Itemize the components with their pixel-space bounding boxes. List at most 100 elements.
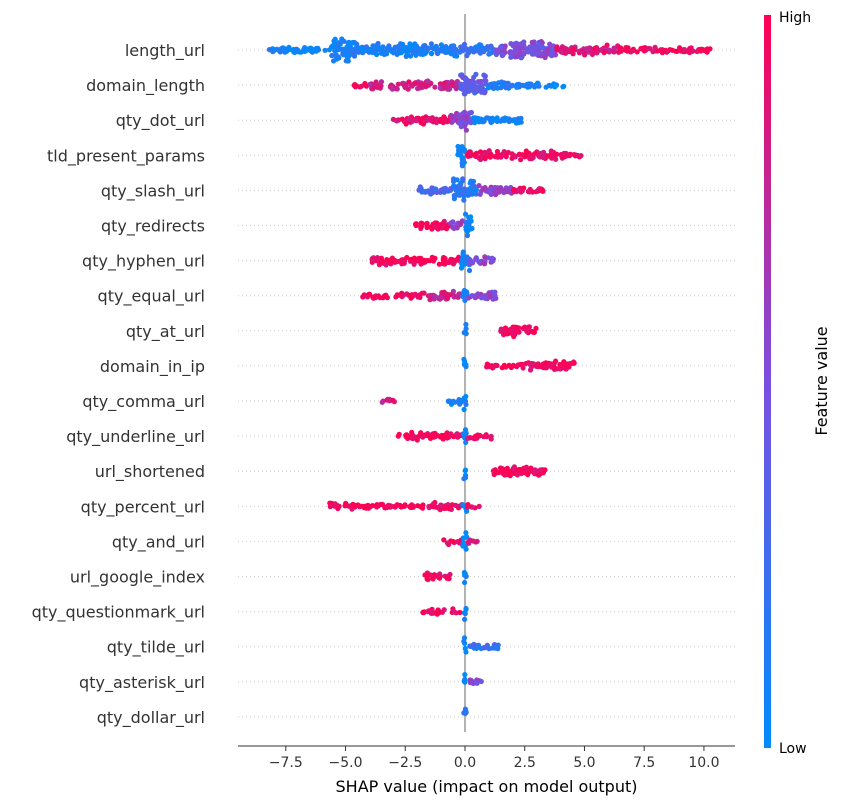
shap-point	[434, 611, 440, 617]
shap-point	[461, 41, 468, 47]
shap-point	[377, 295, 383, 301]
shap-point	[406, 116, 413, 122]
shap-point	[408, 504, 414, 510]
x-tick-label: −7.5	[269, 755, 303, 771]
shap-point	[458, 85, 464, 91]
shap-point	[465, 504, 471, 510]
shap-point	[471, 184, 477, 190]
shap-point	[435, 221, 441, 227]
shap-point	[515, 120, 522, 126]
colorbar	[764, 15, 771, 748]
shap-point	[511, 186, 517, 192]
shap-point	[469, 504, 475, 510]
shap-point	[482, 254, 488, 260]
feature-label-url-google-index: url_google_index	[70, 568, 205, 588]
shap-point	[361, 46, 367, 52]
shap-point	[452, 53, 458, 59]
shap-point	[487, 154, 493, 160]
shap-point	[486, 85, 492, 91]
shap-point	[587, 45, 593, 51]
feature-row-qty-at-url	[461, 321, 539, 340]
shap-point	[542, 54, 548, 61]
feature-label-qty-and-url: qty_and_url	[112, 532, 205, 552]
shap-point	[454, 192, 460, 198]
shap-point	[618, 48, 624, 54]
shap-point	[450, 398, 456, 404]
shap-point	[497, 186, 503, 192]
shap-point	[461, 406, 467, 413]
shap-point	[420, 609, 426, 616]
shap-point	[451, 293, 457, 299]
shap-point	[397, 46, 403, 53]
shap-point	[427, 258, 433, 264]
shap-point	[467, 226, 474, 232]
shap-point	[293, 46, 300, 52]
shap-point	[448, 46, 454, 52]
shap-point	[482, 154, 488, 161]
shap-point	[456, 147, 462, 153]
shap-point	[468, 109, 474, 116]
shap-point	[495, 47, 501, 53]
shap-point	[473, 433, 479, 439]
shap-point	[510, 363, 516, 369]
shap-point	[313, 45, 319, 52]
shap-point	[455, 143, 461, 150]
shap-point	[463, 326, 469, 332]
shap-point	[592, 45, 598, 51]
shap-point	[531, 329, 538, 335]
feature-row-qty-dollar-url	[461, 706, 469, 717]
shap-point	[418, 504, 424, 510]
shap-point	[406, 79, 412, 85]
shap-point	[462, 679, 468, 685]
shap-point	[467, 153, 474, 159]
shap-point	[340, 51, 346, 57]
shap-point	[487, 50, 493, 56]
shap-point	[515, 116, 521, 122]
shap-point	[451, 225, 457, 231]
shap-point	[447, 292, 453, 298]
shap-point	[421, 290, 427, 296]
shap-point	[629, 48, 635, 54]
shap-point	[506, 118, 512, 125]
shap-point	[451, 609, 457, 615]
shap-point	[341, 38, 347, 44]
shap-point	[418, 51, 424, 57]
shap-point	[665, 48, 671, 54]
shap-point	[345, 56, 351, 63]
shap-point	[418, 430, 424, 436]
shap-point	[420, 115, 426, 121]
shap-point	[450, 257, 456, 263]
shap-point	[462, 256, 468, 262]
shap-point	[542, 49, 548, 55]
shap-point	[479, 47, 485, 53]
shap-point	[286, 44, 292, 50]
feature-label-qty-asterisk-url: qty_asterisk_url	[79, 673, 205, 693]
colorbar-title: Feature value	[812, 326, 831, 435]
shap-point	[432, 186, 438, 192]
shap-point	[468, 78, 474, 85]
shap-point	[424, 576, 430, 582]
shap-point	[441, 432, 447, 438]
shap-point	[552, 52, 559, 58]
shap-point	[432, 434, 438, 440]
shap-point	[462, 579, 468, 586]
shap-point	[476, 642, 482, 648]
shap-point	[383, 262, 389, 268]
shap-point	[346, 503, 352, 509]
shap-point	[514, 472, 521, 478]
shap-point	[489, 645, 495, 651]
shap-point	[513, 324, 520, 330]
feature-label-qty-equal-url: qty_equal_url	[98, 287, 205, 307]
shap-point	[467, 149, 473, 155]
shap-point	[418, 255, 424, 261]
shap-point	[437, 85, 443, 91]
shap-point	[469, 259, 475, 265]
feature-label-qty-questionmark-url: qty_questionmark_url	[32, 603, 205, 623]
shap-point	[516, 151, 523, 157]
shap-point	[570, 360, 576, 366]
shap-point	[502, 325, 509, 331]
shap-point	[340, 46, 346, 52]
shap-point	[456, 399, 462, 405]
shap-point	[523, 148, 529, 154]
